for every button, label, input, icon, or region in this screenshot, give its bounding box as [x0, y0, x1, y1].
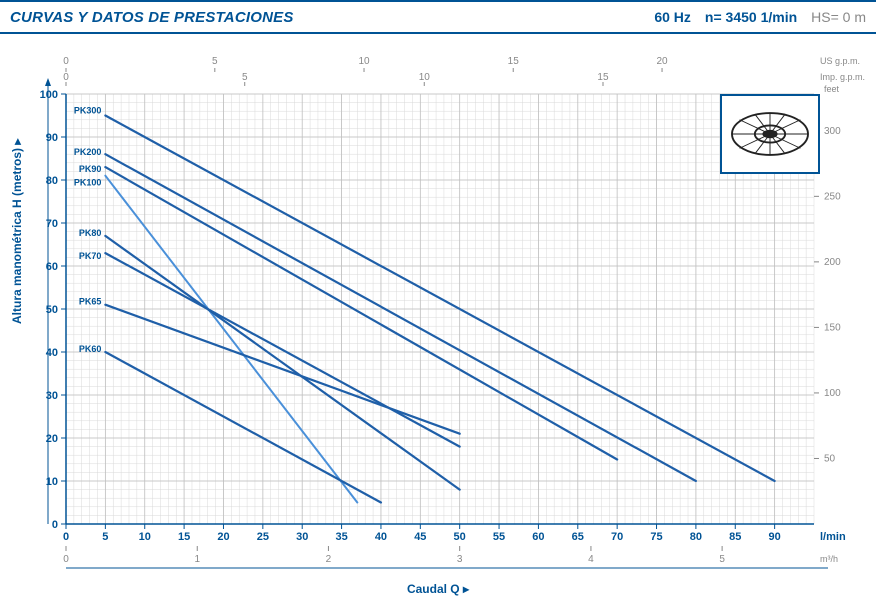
svg-text:PK60: PK60	[79, 344, 102, 354]
svg-text:15: 15	[597, 72, 609, 83]
svg-text:20: 20	[46, 433, 58, 445]
spec-hz: 60 Hz	[654, 9, 691, 25]
impeller-inset	[720, 94, 820, 174]
svg-text:feet: feet	[824, 84, 840, 94]
svg-text:20: 20	[656, 56, 668, 67]
page-title: CURVAS Y DATOS DE PRESTACIONES	[10, 9, 654, 26]
svg-text:5: 5	[102, 531, 108, 543]
svg-text:PK80: PK80	[79, 228, 102, 238]
svg-text:1: 1	[194, 554, 200, 565]
svg-text:45: 45	[414, 531, 426, 543]
svg-text:20: 20	[217, 531, 229, 543]
svg-text:50: 50	[454, 531, 466, 543]
svg-text:0: 0	[63, 72, 69, 83]
svg-text:100: 100	[824, 388, 841, 399]
svg-text:0: 0	[63, 531, 69, 543]
svg-text:15: 15	[178, 531, 190, 543]
svg-text:40: 40	[46, 347, 58, 359]
svg-text:70: 70	[611, 531, 623, 543]
svg-text:10: 10	[139, 531, 151, 543]
svg-text:60: 60	[532, 531, 544, 543]
svg-text:30: 30	[296, 531, 308, 543]
svg-text:90: 90	[769, 531, 781, 543]
svg-text:0: 0	[52, 519, 58, 531]
svg-text:PK65: PK65	[79, 297, 102, 307]
svg-text:30: 30	[46, 390, 58, 402]
svg-text:40: 40	[375, 531, 387, 543]
svg-text:200: 200	[824, 257, 841, 268]
spec-n: n= 3450 1/min	[705, 9, 797, 25]
svg-text:US g.p.m.: US g.p.m.	[820, 56, 860, 66]
svg-text:5: 5	[719, 554, 725, 565]
svg-text:50: 50	[824, 453, 836, 464]
svg-text:80: 80	[46, 175, 58, 187]
svg-text:l/min: l/min	[820, 531, 846, 543]
spec-hs: HS= 0 m	[811, 9, 866, 25]
svg-text:60: 60	[46, 261, 58, 273]
svg-text:PK300: PK300	[74, 106, 102, 116]
svg-text:10: 10	[358, 56, 370, 67]
svg-text:0: 0	[63, 56, 69, 67]
svg-text:35: 35	[335, 531, 347, 543]
svg-text:PK90: PK90	[79, 164, 102, 174]
x-axis-label: Caudal Q ▸	[0, 582, 876, 596]
svg-text:90: 90	[46, 132, 58, 144]
svg-text:55: 55	[493, 531, 505, 543]
svg-text:4: 4	[588, 554, 594, 565]
svg-text:PK200: PK200	[74, 147, 102, 157]
svg-text:150: 150	[824, 322, 841, 333]
svg-text:3: 3	[457, 554, 463, 565]
svg-text:2: 2	[326, 554, 332, 565]
svg-text:m³/h: m³/h	[820, 554, 838, 564]
svg-text:25: 25	[257, 531, 269, 543]
chart-container: 051015202530354045505560657075808590l/mi…	[0, 34, 876, 610]
svg-text:0: 0	[63, 554, 69, 565]
svg-text:100: 100	[40, 89, 58, 101]
svg-text:70: 70	[46, 218, 58, 230]
svg-text:PK70: PK70	[79, 251, 102, 261]
svg-text:Imp. g.p.m.: Imp. g.p.m.	[820, 72, 865, 82]
svg-text:80: 80	[690, 531, 702, 543]
svg-text:10: 10	[46, 476, 58, 488]
header-specs: 60 Hz n= 3450 1/min HS= 0 m	[654, 9, 866, 25]
svg-text:85: 85	[729, 531, 741, 543]
svg-text:300: 300	[824, 126, 841, 137]
svg-text:10: 10	[419, 72, 431, 83]
header-bar: CURVAS Y DATOS DE PRESTACIONES 60 Hz n= …	[0, 0, 876, 34]
svg-text:50: 50	[46, 304, 58, 316]
svg-text:65: 65	[572, 531, 584, 543]
svg-text:15: 15	[508, 56, 520, 67]
svg-text:250: 250	[824, 191, 841, 202]
svg-text:PK100: PK100	[74, 178, 102, 188]
impeller-icon	[722, 96, 818, 172]
svg-text:5: 5	[212, 56, 218, 67]
svg-text:5: 5	[242, 72, 248, 83]
y-axis-label: Altura manométrica H (metros) ▸	[10, 139, 24, 324]
svg-text:75: 75	[650, 531, 662, 543]
